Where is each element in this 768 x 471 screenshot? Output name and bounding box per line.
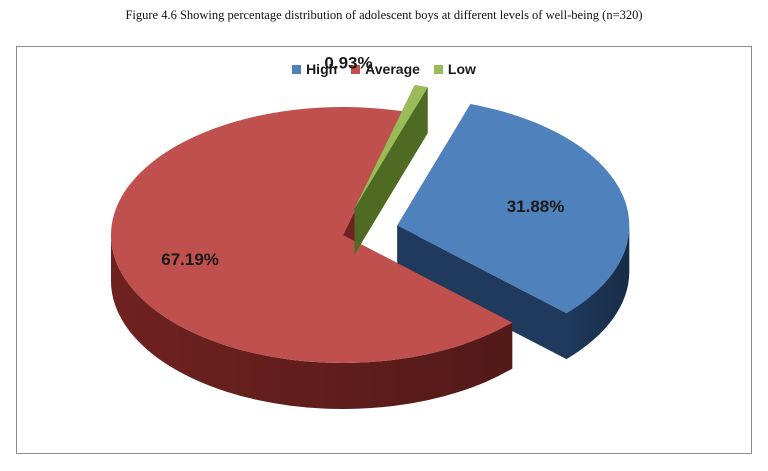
pie-data-labels: 31.88% 67.19% 0.93%	[161, 54, 564, 269]
pie-slice-high-wall	[397, 225, 567, 360]
pie-chart: 31.88% 67.19% 0.93%	[111, 54, 630, 410]
legend-swatch-low	[433, 64, 443, 74]
data-label-average: 67.19%	[161, 250, 219, 269]
data-label-low: 0.93%	[324, 54, 372, 73]
pie-slice-high	[397, 104, 630, 360]
figure-caption: Figure 4.6 Showing percentage distributi…	[125, 8, 643, 22]
pie-slices	[111, 84, 630, 410]
pie-slice-average-shade	[111, 235, 513, 410]
legend: High Average Low	[17, 61, 751, 77]
legend-label-average: Average	[365, 61, 420, 77]
data-label-high: 31.88%	[507, 197, 565, 216]
chart-frame: High Average Low 31.88% 67.19% 0.93%	[16, 46, 752, 454]
legend-item-average: Average	[351, 61, 420, 77]
pie-slice-high-top	[397, 104, 630, 314]
legend-swatch-average	[351, 64, 361, 74]
pie-slice-average-top	[111, 106, 513, 363]
legend-item-high: High	[292, 61, 337, 77]
legend-label-low: Low	[447, 61, 476, 77]
pie-slice-low-top	[354, 84, 428, 209]
pie-slice-low-wall	[354, 87, 428, 255]
pie-slice-low	[354, 84, 428, 255]
legend-label-high: High	[306, 61, 338, 77]
pie-slice-high-shade	[566, 225, 630, 360]
legend-swatch-high	[292, 64, 302, 74]
legend-item-low: Low	[433, 61, 476, 77]
